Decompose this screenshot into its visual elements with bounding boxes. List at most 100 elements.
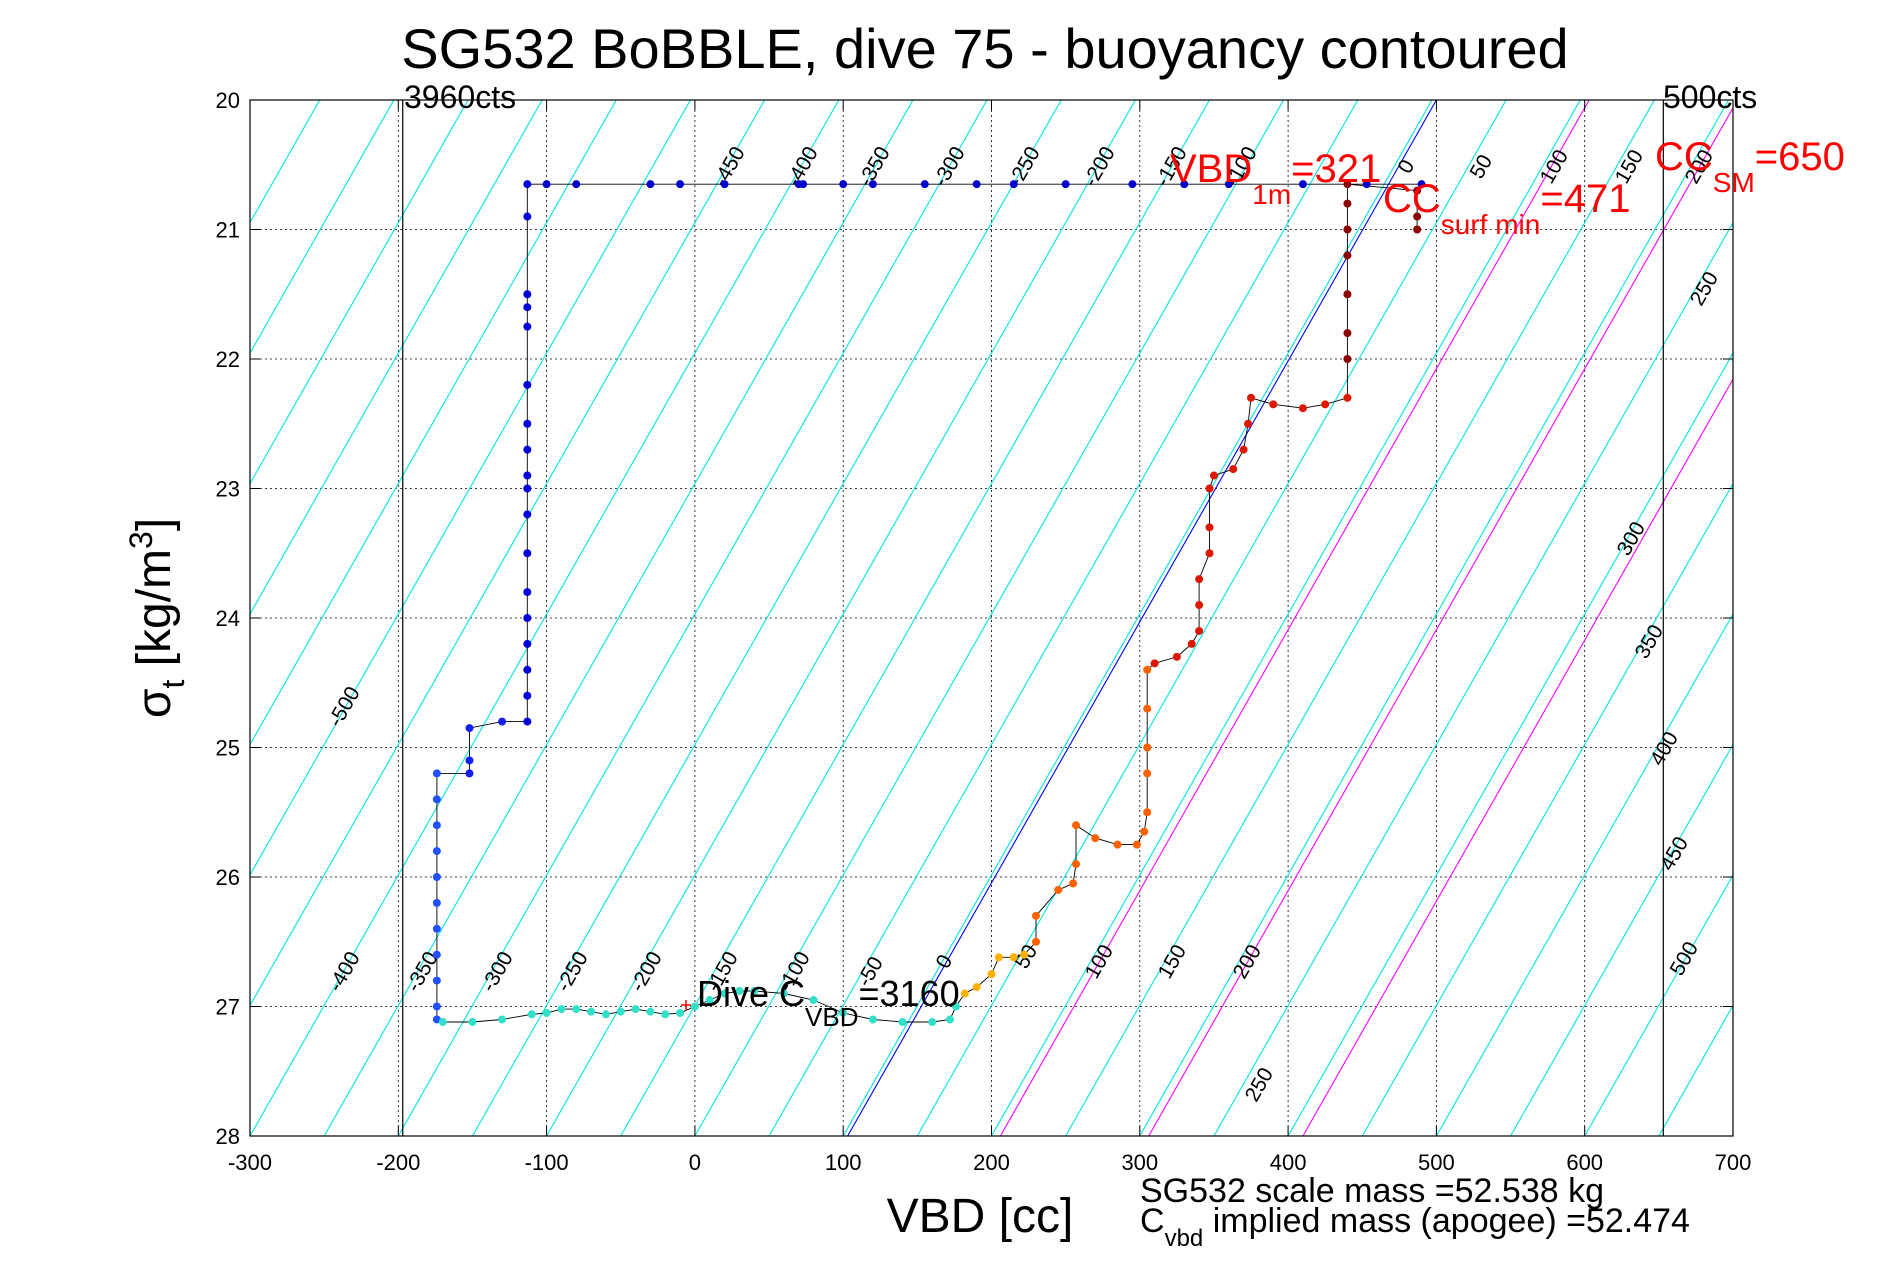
data-point-descent_column_2 [432,976,441,985]
data-point-ascent_red [1205,523,1214,532]
annotation-cc-surf-min-text: CC [1383,177,1441,221]
data-point-ascent_warm [960,989,969,998]
data-point-ascent_orange [1091,834,1100,843]
data-point-ascent_top [1343,199,1352,208]
x-tick-label: 400 [1270,1150,1307,1175]
data-point-ascent_orange [1143,743,1152,752]
data-point-ascent_top [1413,212,1422,221]
buoyancy-contour-line [1658,1004,1733,1136]
data-point-descent_surface [1128,180,1137,189]
buoyancy-contour-line [323,100,914,1136]
data-point-descent_column_2 [432,873,441,881]
data-point-descent_column_2 [432,924,441,933]
data-point-descent_column_1 [523,471,532,480]
annotation-vbd-1m-tail: =321 [1291,147,1381,191]
contour-value-label: 50 [1466,151,1498,183]
data-point-descent_column_1 [523,510,532,519]
annotation-dive-c-vbd-sub: VBD [805,1002,858,1032]
contour-value-label: 0 [931,951,957,973]
buoyancy-contour-line [842,100,1433,1136]
buoyancy-contour-line [471,100,1062,1136]
data-point-bottom [839,1008,848,1017]
contour-value-label: -400 [324,948,365,996]
y-tick-label: 22 [216,347,240,372]
data-point-ascent_red [1269,400,1278,409]
buoyancy-contour-line [0,100,246,1136]
data-point-ascent_red [1244,419,1253,428]
data-point-bottom [676,1008,685,1017]
data-point-descent_column_1 [523,380,532,389]
contour-value-label: 150 [1154,941,1191,983]
contour-value-label: 250 [1241,1064,1278,1106]
data-point-ascent_top [1343,251,1352,260]
y-axis-label-unit: [kg/m [128,549,181,680]
data-point-bottom [468,1018,477,1027]
data-point-descent_column_1 [523,322,532,331]
data-point-descent_column_1 [523,290,532,299]
buoyancy-contour-line [1732,1134,1733,1136]
buoyancy-contour-line [916,100,1507,1136]
data-point-ascent_top [1343,355,1352,363]
data-point-bottom [542,1008,551,1017]
data-point-bottom [705,996,714,1005]
data-point-ascent_red [1205,484,1214,493]
annotation-implied-mass-tail: implied mass (apogee) =52.474 [1203,1202,1690,1240]
buoyancy-contour-labels: -450 -400 -350 -300 -250 -200 -150 -100 0 50 100 15… [324,143,1723,1106]
annotation-scale-mass: SG532 scale mass =52.538 kg [1140,1172,1604,1210]
data-point-descent_column_2 [432,769,441,778]
data-point-ascent_red [1195,601,1204,610]
data-point-descent_column_1 [523,665,532,674]
buoyancy-contour-line [991,100,1581,1136]
data-point-ascent_warm [1009,953,1018,962]
buoyancy-contour-line [694,100,1285,1136]
annotation-cc-surf-min: CCsurf min=471 [1383,177,1630,240]
contour-value-label: -250 [552,948,593,996]
data-point-descent_column_1 [523,303,532,312]
data-point-bottom [945,1015,954,1024]
data-point-descent_column_2 [432,821,441,830]
annotation-implied-mass-sub: vbd [1165,1225,1204,1252]
contour-value-label: 450 [1656,833,1693,875]
annotation-cc-sm: CCSM=650 [1655,135,1845,198]
data-point-ascent_orange [1143,769,1152,778]
dive-track-line [436,183,1422,1023]
annotation-cc-sm-text: CC [1655,135,1713,179]
buoyancy-contour-line [250,100,469,485]
data-point-ascent_orange [1072,860,1081,869]
contour-value-label: -200 [626,948,667,996]
data-point-descent_surface [1417,180,1426,189]
data-point-descent_step_1 [465,724,474,733]
data-point-ascent_orange [1069,879,1078,888]
data-point-ascent_orange [1143,704,1152,713]
y-axis-label-sup: 3 [123,531,159,549]
annotation-vbd-1m-text: VBD [1170,147,1252,191]
data-point-bottom [646,1007,655,1016]
x-tick-label: 500 [1418,1150,1455,1175]
vbd-reference-line [847,100,1437,1136]
data-point-ascent_orange [1054,885,1063,894]
annotation-cc-sm-sub: SM [1713,167,1755,198]
buoyancy-contour-line [397,100,988,1136]
annotation-vbd-1m: VBD1m=321 [1170,147,1381,210]
magenta-contour-line [1148,106,1733,1136]
data-point-bottom [750,986,759,995]
data-point-descent_surface [1061,180,1070,189]
buoyancy-contour-line [250,100,543,616]
data-point-descent_surface [1224,180,1233,189]
data-point-ascent_top [1343,290,1352,299]
data-point-bottom [898,1018,907,1027]
data-point-ascent_red [1343,393,1352,402]
data-point-descent_step_1 [498,717,507,726]
data-point-descent_column_1 [523,445,532,454]
annotation-implied-mass: Cvbd implied mass (apogee) =52.474 [1140,1202,1690,1252]
reference-lines [402,100,1664,1136]
data-point-bottom [809,996,818,1005]
data-point-ascent_top [1413,186,1422,195]
data-point-ascent_orange [1072,821,1081,830]
buoyancy-contour-line [1510,743,1733,1136]
data-point-bottom [616,1007,625,1016]
data-point-ascent_top [1413,225,1422,234]
grid-lines [250,100,1733,1136]
data-point-bottom [498,1015,507,1024]
data-point-bottom [928,1018,937,1027]
